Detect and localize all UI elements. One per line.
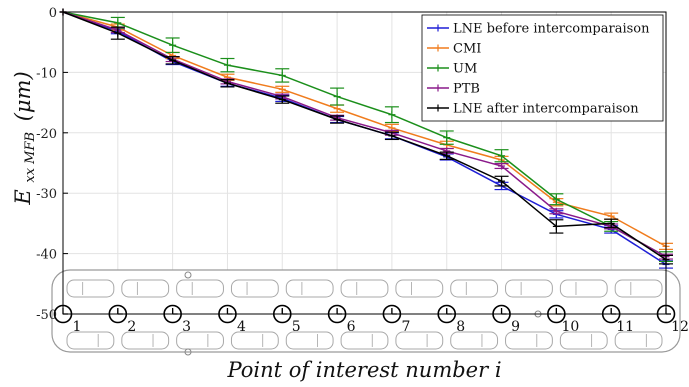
x-axis-ticks: 1 2 3 4 5 6 7 8 9 10 11 12: [62, 309, 689, 335]
series-line: [62, 11, 667, 261]
y-axis-ticks: 0 -10 -20 -30 -40 -50: [36, 6, 68, 323]
x-tick-label: 5: [292, 319, 301, 335]
x-tick-label: 12: [671, 319, 689, 335]
y-tick-label: 0: [49, 6, 57, 21]
artifact-slot-top: [340, 279, 389, 298]
legend-item: PTB: [427, 82, 480, 97]
artifact-slot-top: [614, 279, 663, 298]
legend: LNE before intercomparaison CMI UM PTB LNE a…: [421, 14, 664, 122]
series-5: [59, 8, 673, 265]
x-tick-label: 4: [237, 319, 246, 335]
artifact-outline: [51, 269, 681, 353]
artifact-slot-bottom: [450, 331, 499, 350]
artifact-hole: [184, 271, 192, 279]
x-tick-label: 2: [127, 319, 136, 335]
x-tick-label: 11: [616, 319, 634, 335]
artifact-hole: [184, 348, 192, 356]
artifact-slot-bottom: [121, 331, 170, 350]
artifact-slot-bottom: [230, 331, 279, 350]
series-line: [62, 11, 667, 258]
x-tick-label: 1: [73, 319, 82, 335]
x-tick-label: 8: [456, 319, 465, 335]
artifact-slot-top: [230, 279, 279, 298]
artifact-slot-bottom: [559, 331, 608, 350]
artifact-slot-bottom: [285, 331, 334, 350]
series-line: [62, 11, 667, 258]
artifact-slot-bottom: [395, 331, 444, 350]
y-axis-label: E xx MFB (μm): [11, 71, 39, 205]
legend-item: LNE after intercomparaison: [427, 102, 639, 117]
legend-box: [421, 14, 664, 122]
x-tick-label: 3: [182, 319, 191, 335]
legend-item: UM: [427, 62, 477, 77]
legend-item: CMI: [427, 42, 481, 57]
artifact-slot-top: [395, 279, 444, 298]
legend-label: CMI: [453, 42, 481, 57]
artifact-slot-top: [176, 279, 224, 298]
x-tick-label: 9: [511, 319, 520, 335]
legend-label: LNE after intercomparaison: [453, 102, 639, 117]
artifact-slot-top: [450, 279, 499, 298]
legend-item: LNE before intercomparaison: [427, 22, 650, 37]
artifact-slot-top: [121, 279, 170, 298]
artifact-slot-bottom: [614, 331, 663, 350]
x-axis-label: Point of interest number i: [226, 358, 501, 382]
y-tick-label: -50: [36, 308, 57, 323]
artifact-slot-top: [505, 279, 553, 298]
artifact-slot-bottom: [66, 331, 115, 350]
legend-label: PTB: [453, 82, 480, 97]
artifact-slot-bottom: [505, 331, 553, 350]
x-tick-label: 7: [401, 319, 410, 335]
y-axis-label-sub: xx MFB: [23, 132, 38, 183]
artifact-slot-top: [285, 279, 334, 298]
x-tick-label: 6: [347, 319, 356, 335]
artifact-slot-top: [559, 279, 608, 298]
artifact-overlay: [51, 269, 681, 356]
y-axis-label-main: E: [11, 189, 35, 205]
artifact-slot-bottom: [340, 331, 389, 350]
y-tick-label: -40: [36, 248, 57, 263]
artifact-slot-top: [66, 279, 115, 298]
artifact-slot-bottom: [176, 331, 224, 350]
svg-text:E xx MFB (μm): E xx MFB (μm): [11, 71, 39, 205]
y-tick-label: -30: [36, 187, 57, 202]
x-tick-label: 10: [561, 319, 579, 335]
y-tick-label: -20: [36, 127, 57, 142]
y-axis-label-unit: (μm): [11, 71, 35, 121]
legend-label: LNE before intercomparaison: [453, 22, 650, 37]
y-tick-label: -10: [36, 66, 57, 81]
plot-frame: [62, 11, 667, 315]
legend-label: UM: [453, 62, 477, 77]
